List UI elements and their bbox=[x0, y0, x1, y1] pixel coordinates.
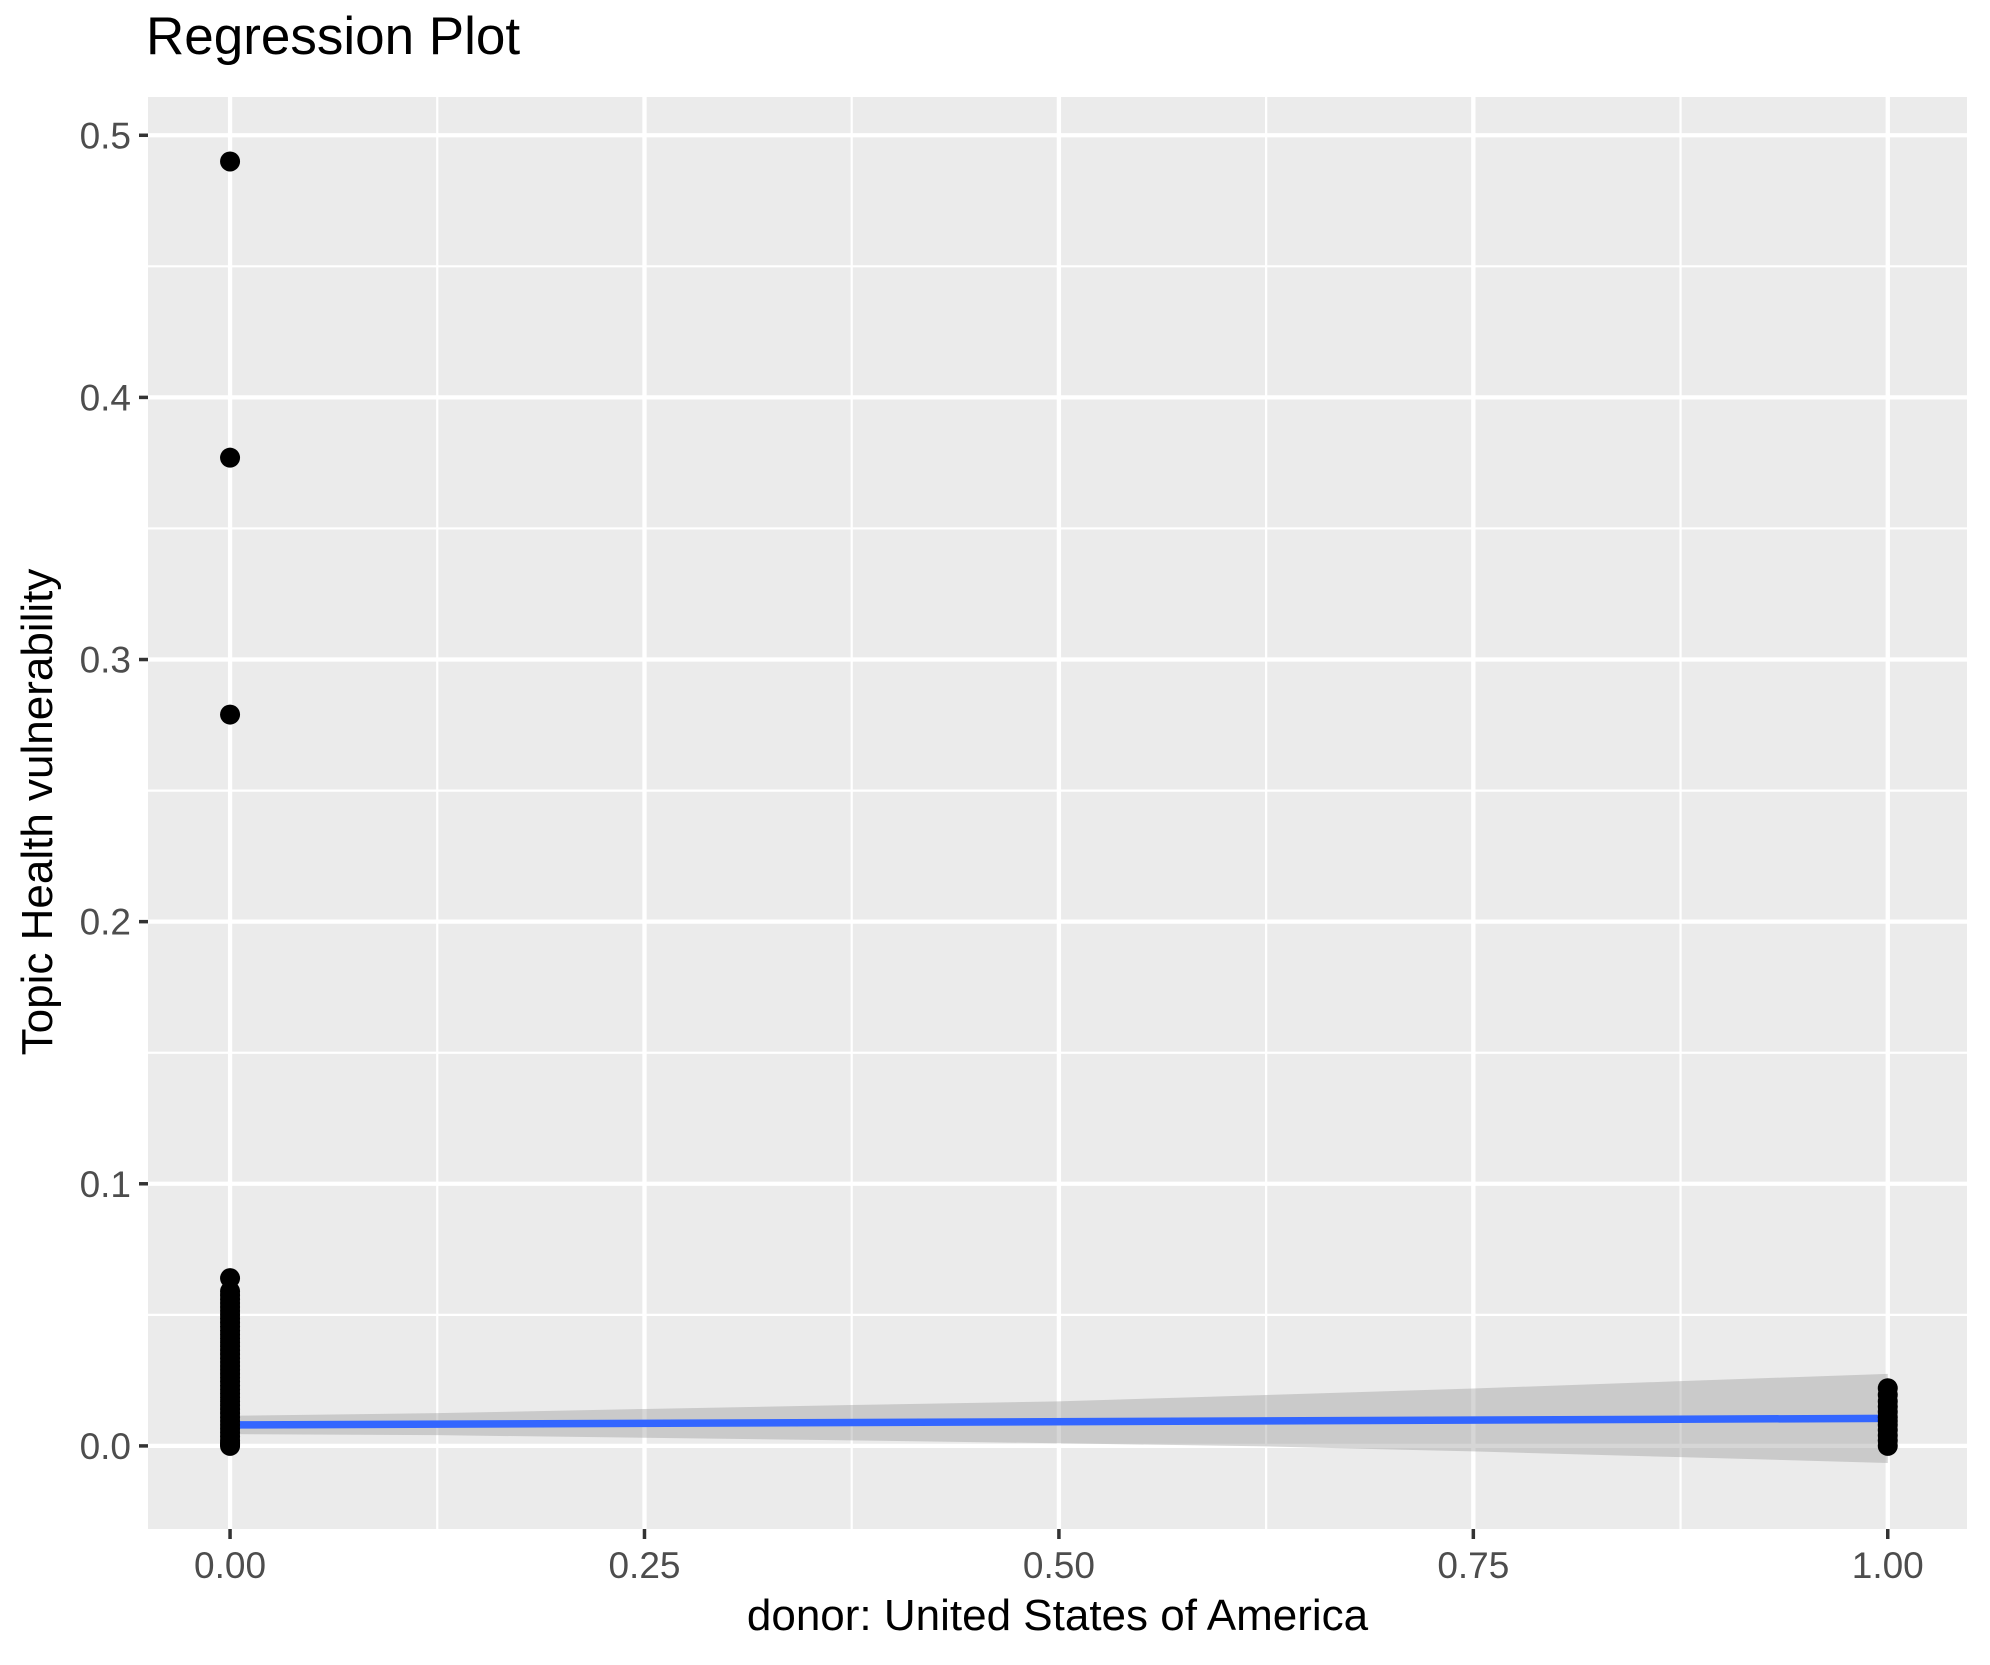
regression-line bbox=[230, 1414, 1888, 1429]
data-point bbox=[220, 151, 241, 172]
x-tick-label: 0.50 bbox=[1023, 1545, 1095, 1586]
x-axis-title: donor: United States of America bbox=[746, 1591, 1369, 1640]
y-tick-label: 0.3 bbox=[80, 640, 131, 681]
y-tick-label: 0.4 bbox=[80, 377, 131, 418]
y-tick-label: 0.5 bbox=[80, 115, 131, 156]
y-tick-label: 0.2 bbox=[80, 902, 131, 943]
data-point bbox=[220, 704, 241, 725]
plot-title: Regression Plot bbox=[146, 7, 521, 66]
data-point bbox=[220, 447, 241, 468]
data-point bbox=[220, 1435, 241, 1456]
y-tick-label: 0.0 bbox=[80, 1426, 131, 1467]
y-tick-label: 0.1 bbox=[80, 1164, 131, 1205]
x-tick-label: 0.25 bbox=[608, 1545, 680, 1586]
x-tick-label: 0.00 bbox=[194, 1545, 266, 1586]
x-tick-label: 1.00 bbox=[1852, 1545, 1924, 1586]
data-point bbox=[1877, 1435, 1898, 1456]
y-axis-title: Topic Health vulnerability bbox=[13, 568, 62, 1056]
x-tick-label: 0.75 bbox=[1437, 1545, 1509, 1586]
